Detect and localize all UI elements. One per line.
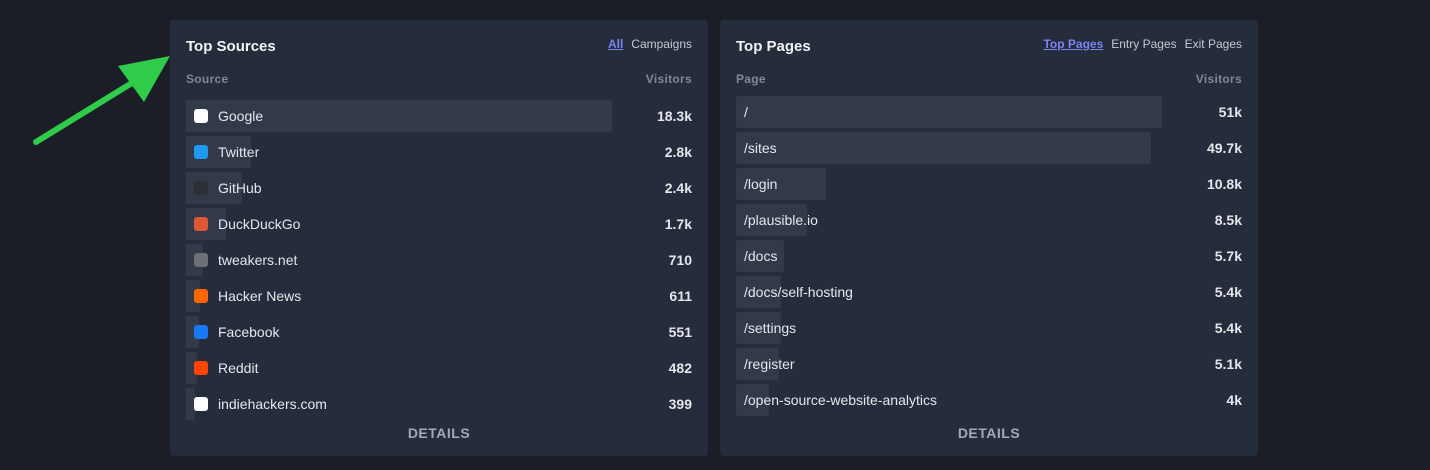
- row-value: 4k: [1226, 392, 1242, 408]
- row-label: Reddit: [218, 360, 259, 376]
- row: /docs/self-hosting 5.4k: [736, 276, 1242, 308]
- row: /sites 49.7k: [736, 132, 1242, 164]
- row-value: 1.7k: [664, 216, 692, 232]
- details-button[interactable]: DETAILS: [407, 425, 471, 441]
- row-label: /: [744, 104, 748, 120]
- bar: [736, 132, 1152, 164]
- icon: [194, 253, 208, 267]
- icon: [194, 181, 208, 195]
- row-value: 5.1k: [1214, 356, 1242, 372]
- panel: Top Sources All Campaigns Source Visitors Goo…: [170, 20, 708, 456]
- bar: [736, 348, 779, 380]
- icon: [194, 325, 208, 339]
- tab[interactable]: Entry Pages: [1111, 37, 1177, 51]
- row-value: 611: [669, 288, 692, 304]
- row-label: /login: [744, 176, 778, 192]
- bar: [736, 204, 807, 236]
- row-label: /docs/self-hosting: [744, 284, 853, 300]
- row-label: Google: [218, 108, 264, 124]
- icon: [194, 145, 208, 159]
- column-header: Visitors: [645, 72, 692, 86]
- column-header: Source: [186, 72, 229, 86]
- panel-title: Top Pages: [736, 38, 811, 55]
- row-value: 482: [668, 360, 692, 376]
- tab[interactable]: All: [607, 37, 624, 51]
- row: /login 10.8k: [736, 168, 1242, 200]
- column-header: Page: [736, 72, 766, 86]
- bar: [736, 384, 770, 416]
- row-value: 5.4k: [1214, 320, 1242, 336]
- row-value: 8.5k: [1214, 212, 1242, 228]
- row-label: tweakers.net: [218, 252, 298, 268]
- row: /settings 5.4k: [736, 312, 1242, 344]
- row: GitHub 2.4k: [186, 172, 692, 204]
- bar: [186, 280, 201, 312]
- row-label: DuckDuckGo: [218, 216, 301, 232]
- tab[interactable]: Campaigns: [631, 37, 692, 51]
- icon: [194, 217, 208, 231]
- row: Hacker News 611: [186, 280, 692, 312]
- row-label: Twitter: [218, 144, 260, 160]
- row-label: indiehackers.com: [218, 396, 327, 412]
- row-label: Facebook: [218, 324, 280, 340]
- row: indiehackers.com 399: [186, 388, 692, 420]
- row: Google 18.3k: [186, 100, 692, 132]
- row-label: /docs: [744, 248, 778, 264]
- row-label: /sites: [744, 140, 777, 156]
- row-label: /open-source-website-analytics: [744, 392, 937, 408]
- row: DuckDuckGo 1.7k: [186, 208, 692, 240]
- icon: [194, 289, 208, 303]
- row: Twitter 2.8k: [186, 136, 692, 168]
- bar: [736, 312, 782, 344]
- bar: [736, 168, 827, 200]
- row: Reddit 482: [186, 352, 692, 384]
- icon: [194, 109, 208, 123]
- row: tweakers.net 710: [186, 244, 692, 276]
- arrow: [33, 56, 170, 145]
- row-value: 2.4k: [664, 180, 692, 196]
- row-label: /plausible.io: [744, 212, 818, 228]
- row: / 51k: [736, 96, 1242, 128]
- bar: [186, 388, 196, 420]
- row-label: GitHub: [218, 180, 262, 196]
- row-value: 710: [668, 252, 692, 268]
- bar: [736, 96, 1162, 128]
- bar: [186, 100, 612, 132]
- panel-title: Top Sources: [186, 38, 276, 55]
- row: /open-source-website-analytics 4k: [736, 384, 1242, 416]
- bar: [186, 316, 199, 348]
- row-value: 399: [668, 396, 692, 412]
- bar: [736, 240, 784, 272]
- row-value: 51k: [1218, 104, 1242, 120]
- row: /plausible.io 8.5k: [736, 204, 1242, 236]
- row: /register 5.1k: [736, 348, 1242, 380]
- icon: [194, 361, 208, 375]
- tab[interactable]: Exit Pages: [1184, 37, 1242, 51]
- panel: Top Pages Top Pages Entry Pages Exit Pages P…: [720, 20, 1258, 456]
- details-button[interactable]: DETAILS: [957, 425, 1021, 441]
- row-value: 5.7k: [1214, 248, 1242, 264]
- row-value: 49.7k: [1206, 140, 1242, 156]
- icon: [194, 397, 208, 411]
- row: Facebook 551: [186, 316, 692, 348]
- tabs: All Campaigns: [608, 37, 692, 51]
- column-header: Visitors: [1195, 72, 1242, 86]
- row-label: Hacker News: [218, 288, 302, 304]
- row-value: 551: [668, 324, 692, 340]
- bar: [736, 276, 782, 308]
- row-value: 10.8k: [1206, 176, 1242, 192]
- row-label: /settings: [744, 320, 797, 336]
- tabs: Top Pages Entry Pages Exit Pages: [1043, 37, 1242, 51]
- row-label: /register: [744, 356, 795, 372]
- tab[interactable]: Top Pages: [1043, 37, 1104, 51]
- row-value: 2.8k: [664, 144, 692, 160]
- row-value: 5.4k: [1214, 284, 1242, 300]
- row: /docs 5.7k: [736, 240, 1242, 272]
- row-value: 18.3k: [656, 108, 692, 124]
- bar: [186, 352, 198, 384]
